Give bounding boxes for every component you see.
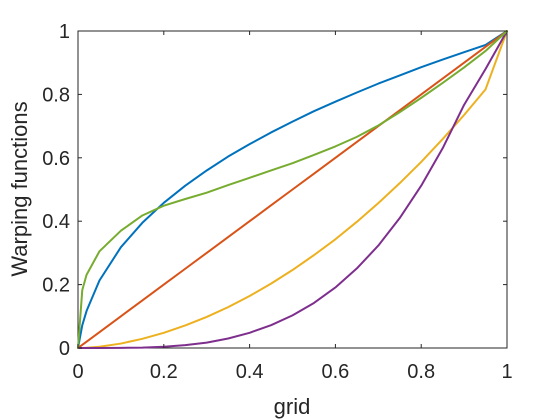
x-tick-label: 0 — [72, 361, 83, 383]
x-axis-ticks: 0 0.2 0.4 0.6 0.8 1 — [72, 31, 513, 383]
series-line-3 — [77, 30, 508, 349]
x-tick-label: 0.4 — [236, 361, 264, 383]
series-lines — [77, 30, 508, 349]
y-tick-label: 1 — [59, 21, 70, 43]
y-tick-label: 0.6 — [42, 148, 70, 170]
y-tick-label: 0.4 — [42, 211, 70, 233]
y-axis-ticks: 0 0.2 0.4 0.6 0.8 1 — [42, 21, 507, 360]
series-line-1 — [77, 30, 508, 349]
series-line-4 — [77, 30, 508, 349]
x-tick-label: 1 — [501, 361, 512, 383]
y-tick-label: 0.2 — [42, 275, 70, 297]
y-tick-label: 0.8 — [42, 84, 70, 106]
series-line-5 — [77, 30, 508, 349]
x-tick-label: 0.8 — [407, 361, 435, 383]
x-axis-label: grid — [274, 394, 311, 419]
x-tick-label: 0.6 — [321, 361, 349, 383]
y-tick-label: 0 — [59, 338, 70, 360]
y-axis-label: Warping functions — [7, 101, 32, 276]
x-tick-label: 0.2 — [150, 361, 178, 383]
series-line-2 — [77, 30, 508, 349]
